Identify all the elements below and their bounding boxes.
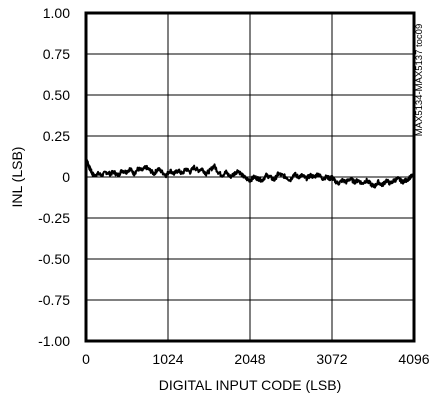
- y-tick-label: 0.50: [43, 87, 70, 103]
- x-tick-label: 2048: [234, 351, 265, 367]
- grid-lines: [86, 13, 414, 341]
- y-tick-label: -0.75: [38, 292, 70, 308]
- x-axis-title: DIGITAL INPUT CODE (LSB): [159, 377, 342, 393]
- figure-code-label: MAX5134-MAX5137 toc09: [414, 24, 425, 136]
- x-tick-labels: 0 1024 2048 3072 4096: [82, 351, 430, 367]
- series-line-inl: [85, 159, 415, 189]
- y-tick-label: 0: [62, 169, 70, 185]
- y-tick-label: 1.00: [43, 5, 70, 21]
- x-tick-label: 1024: [152, 351, 183, 367]
- y-tick-label: -1.00: [38, 333, 70, 349]
- y-tick-label: -0.50: [38, 251, 70, 267]
- y-tick-label: 0.75: [43, 46, 70, 62]
- x-tick-label: 4096: [398, 351, 429, 367]
- y-tick-label: -0.25: [38, 210, 70, 226]
- y-tick-labels: 1.00 0.75 0.50 0.25 0 -0.25 -0.50 -0.75 -1.00: [38, 5, 70, 349]
- x-tick-label: 3072: [316, 351, 347, 367]
- y-tick-label: 0.25: [43, 128, 70, 144]
- y-axis-title: INL (LSB): [9, 147, 25, 208]
- x-tick-label: 0: [82, 351, 90, 367]
